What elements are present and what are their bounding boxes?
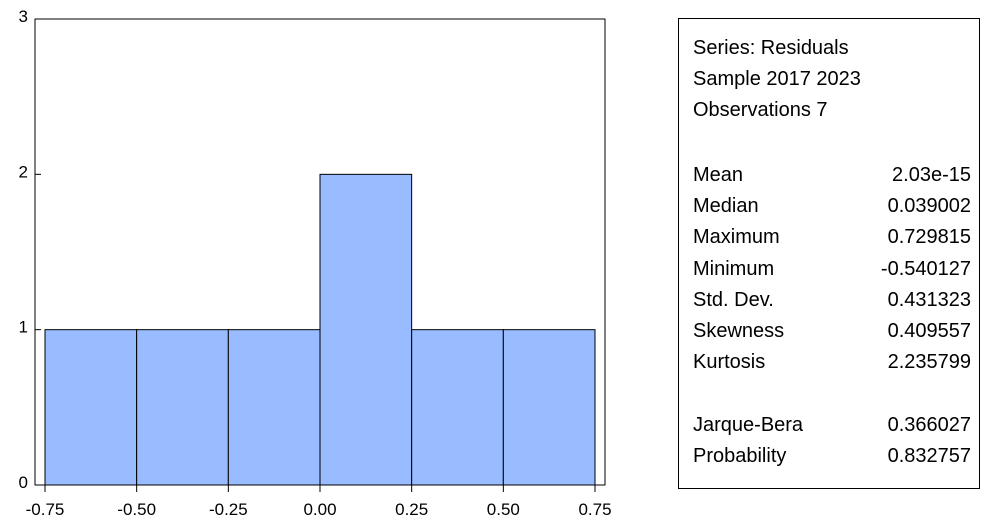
stat-row-minimum: Minimum -0.540127	[693, 254, 971, 285]
histogram-chart: 0 1 2 3 -0.75 -0.50 -0.25 0.00 0.25 0.50 0.75	[19, 7, 612, 519]
sample-range: Sample 2017 2023	[693, 68, 861, 90]
stat-label: Maximum	[693, 226, 780, 249]
x-axis: -0.75 -0.50 -0.25 0.00 0.25 0.50 0.75	[26, 485, 612, 519]
stat-label: Probability	[693, 444, 787, 467]
descriptive-stats-panel: Series: Residuals Sample 2017 2023 Obser…	[678, 18, 980, 489]
histogram-bar	[411, 329, 504, 486]
stat-label: Std. Dev.	[693, 288, 774, 311]
x-tick-label: 0.75	[578, 500, 611, 519]
stat-value: 0.039002	[887, 195, 971, 218]
histogram-bar	[136, 329, 229, 486]
stat-value: -0.540127	[880, 257, 971, 280]
stat-row-skewness: Skewness 0.409557	[693, 316, 971, 347]
x-tick-label: 0.50	[487, 500, 520, 519]
histogram-bar	[44, 329, 138, 486]
y-tick-label: 1	[19, 318, 28, 337]
stat-row-jarque-bera: Jarque-Bera 0.366027	[693, 410, 971, 441]
stats-spacer	[693, 378, 971, 409]
stat-row-mean: Mean 2.03e-15	[693, 160, 971, 191]
stat-label: Mean	[693, 164, 744, 186]
stat-value: 0.832757	[887, 444, 971, 467]
stat-value: 2.235799	[887, 351, 971, 374]
stat-value: 0.431323	[887, 288, 971, 311]
stat-row-kurtosis: Kurtosis 2.235799	[693, 347, 971, 378]
y-tick-label: 2	[19, 162, 28, 181]
stats-table: Mean 2.03e-15 Median 0.039002 Maximum 0.…	[693, 160, 971, 472]
observation-count: Observations 7	[693, 99, 828, 121]
histogram-bar	[227, 329, 321, 486]
series-name: Series: Residuals	[693, 37, 849, 59]
y-tick-label: 0	[19, 473, 28, 492]
histogram-bars	[44, 173, 596, 486]
stat-row-probability: Probability 0.832757	[693, 441, 971, 472]
y-tick-label: 3	[19, 7, 28, 26]
x-tick-label: -0.25	[209, 500, 248, 519]
stats-header: Series: Residuals Sample 2017 2023 Obser…	[693, 33, 861, 126]
y-axis: 0 1 2 3	[19, 7, 41, 492]
stat-row-maximum: Maximum 0.729815	[693, 222, 971, 253]
stat-label: Minimum	[693, 257, 775, 280]
stat-label: Kurtosis	[693, 351, 766, 374]
stat-label: Jarque-Bera	[693, 413, 804, 436]
x-tick-label: -0.50	[117, 500, 156, 519]
x-tick-label: 0.25	[395, 500, 428, 519]
stat-row-median: Median 0.039002	[693, 191, 971, 222]
x-tick-label: -0.75	[26, 500, 65, 519]
histogram-bar	[502, 329, 596, 486]
x-tick-label: 0.00	[303, 500, 336, 519]
histogram-bar	[319, 173, 413, 486]
stat-label: Median	[693, 195, 759, 218]
stat-value: 0.729815	[887, 226, 971, 249]
stat-label: Skewness	[693, 319, 785, 342]
stat-value: 0.409557	[887, 319, 971, 342]
stat-value: 0.366027	[887, 413, 971, 436]
stat-value: 2.03e-15	[892, 164, 971, 186]
stat-row-std-dev: Std. Dev. 0.431323	[693, 285, 971, 316]
